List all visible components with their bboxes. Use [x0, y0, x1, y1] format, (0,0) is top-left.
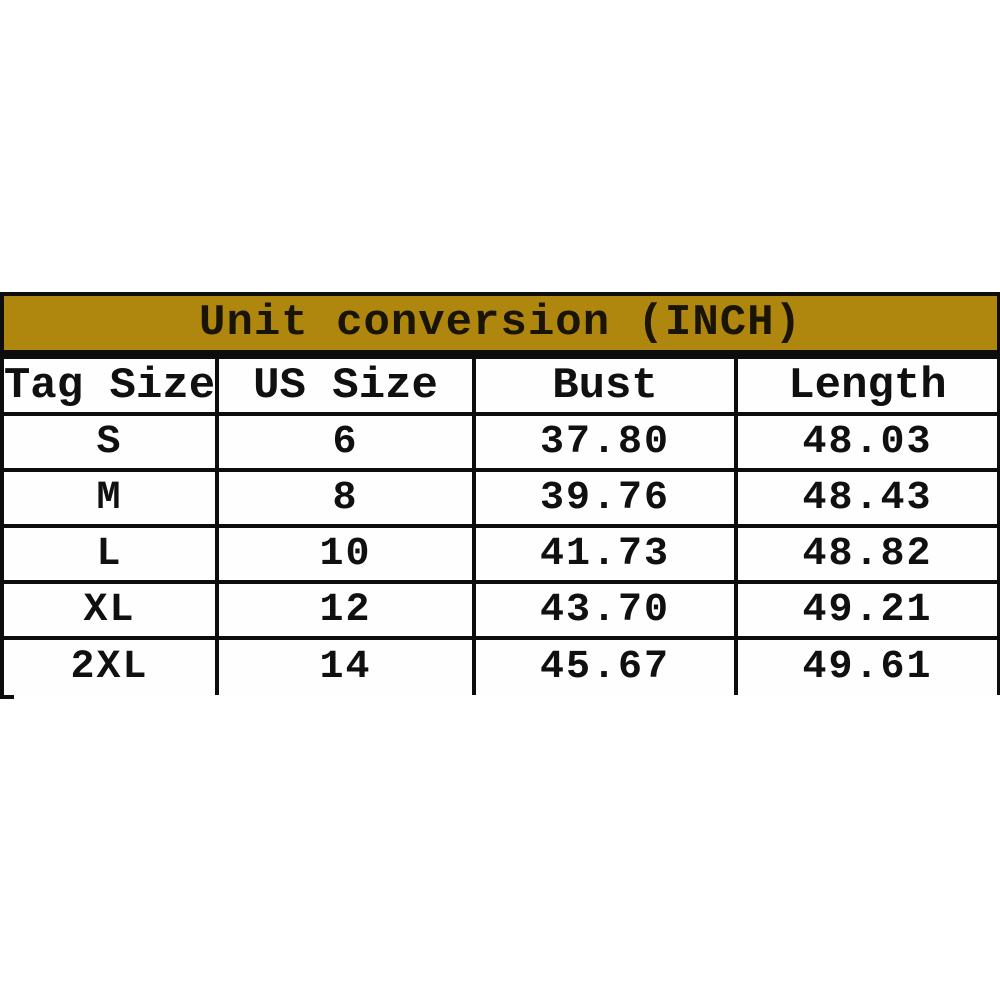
size-conversion-table: Unit conversion (INCH) Tag Size US Size … — [0, 292, 1000, 699]
cell-length: 49.21 — [738, 584, 997, 640]
cell-us-size: 10 — [219, 528, 476, 584]
table-grid: Tag Size US Size Bust Length S 6 37.80 4… — [4, 359, 997, 695]
column-header-length: Length — [738, 359, 997, 416]
cell-bust: 39.76 — [476, 472, 738, 528]
table-title: Unit conversion (INCH) — [199, 298, 802, 348]
cell-bust: 45.67 — [476, 640, 738, 695]
cell-tag-size: S — [4, 416, 219, 472]
cell-bust: 43.70 — [476, 584, 738, 640]
cell-tag-size: L — [4, 528, 219, 584]
cell-bust: 37.80 — [476, 416, 738, 472]
table-title-bar: Unit conversion (INCH) — [4, 296, 997, 359]
cell-bust: 41.73 — [476, 528, 738, 584]
cell-length: 48.43 — [738, 472, 997, 528]
cell-tag-size: 2XL — [4, 640, 219, 695]
bottom-left-border-stub — [0, 695, 14, 699]
column-header-us-size: US Size — [219, 359, 476, 416]
column-header-tag-size: Tag Size — [4, 359, 219, 416]
cell-us-size: 8 — [219, 472, 476, 528]
column-header-bust: Bust — [476, 359, 738, 416]
cell-tag-size: M — [4, 472, 219, 528]
cell-us-size: 6 — [219, 416, 476, 472]
cell-tag-size: XL — [4, 584, 219, 640]
cell-length: 48.03 — [738, 416, 997, 472]
cell-us-size: 12 — [219, 584, 476, 640]
cell-length: 49.61 — [802, 645, 933, 690]
cell-length: 48.82 — [738, 528, 997, 584]
cell-us-size: 14 — [219, 640, 476, 695]
